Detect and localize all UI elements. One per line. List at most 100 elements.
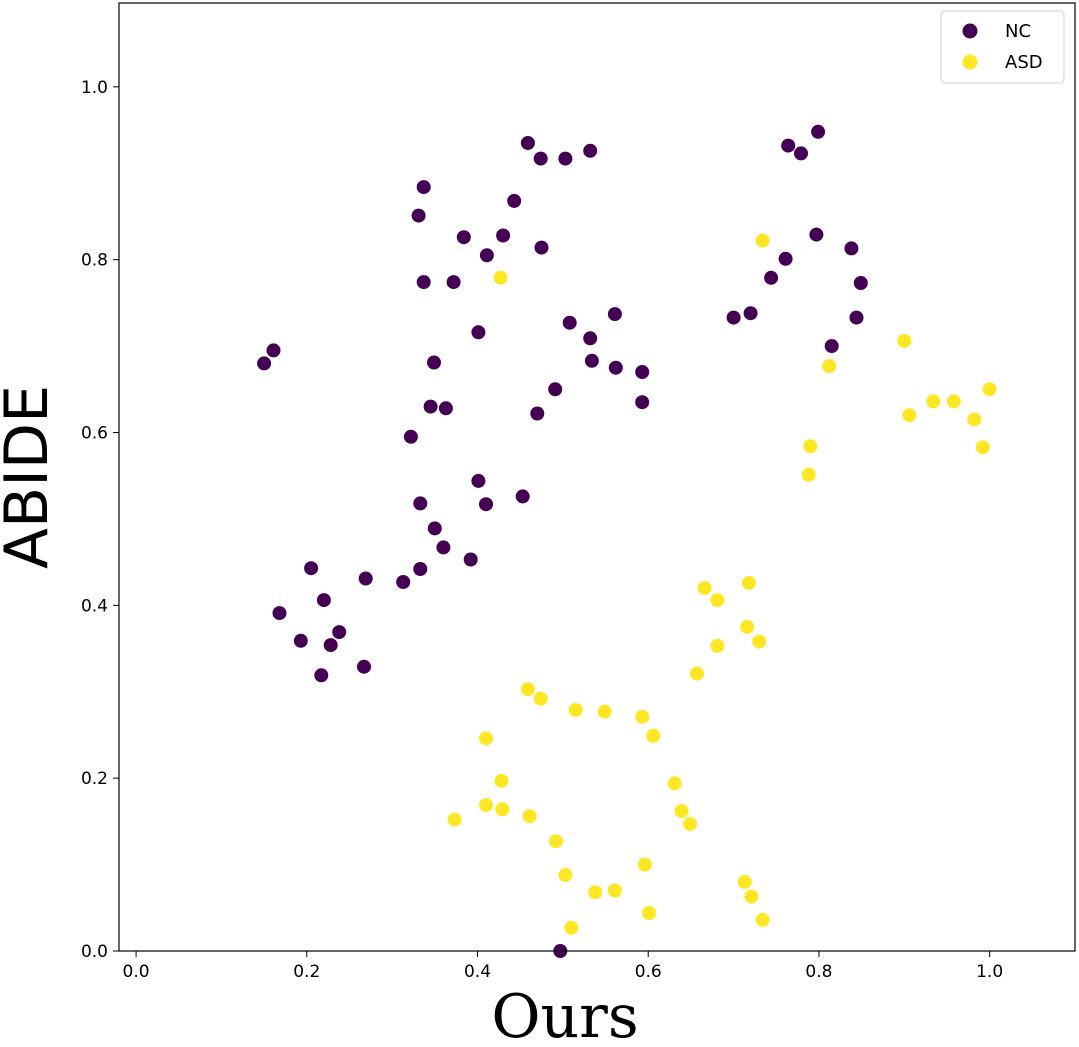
asd-point: [568, 702, 583, 717]
legend: NC ASD: [940, 10, 1065, 84]
x-tick-label: 0.2: [293, 962, 320, 982]
asd-point: [549, 834, 563, 849]
asd-point: [946, 394, 961, 409]
asd-point: [479, 798, 493, 812]
asd-point: [697, 581, 712, 595]
x-tick-label: 0.8: [805, 962, 832, 982]
nc-point: [635, 365, 650, 379]
asd-point: [646, 728, 661, 743]
nc-point: [844, 241, 859, 256]
y-tick-label: 0.6: [81, 423, 108, 443]
nc-point: [781, 138, 796, 153]
asd-point: [520, 682, 535, 697]
nc-point: [471, 473, 486, 488]
x-tick-label: 0.4: [464, 962, 491, 982]
asd-point: [975, 440, 990, 455]
y-tick-label: 1.0: [81, 78, 108, 98]
x-axis: 0.0 0.2 0.4 0.6 0.8 1.0: [123, 951, 1003, 982]
legend-marker-nc: [962, 23, 978, 39]
asd-point: [744, 889, 759, 904]
nc-point: [479, 497, 493, 512]
nc-point: [533, 151, 548, 166]
nc-point: [471, 325, 486, 340]
nc-point: [583, 143, 598, 158]
nc-point: [853, 276, 868, 290]
asd-point: [674, 804, 689, 818]
nc-point: [304, 561, 319, 576]
asd-point: [588, 885, 603, 900]
asd-point: [479, 731, 493, 746]
nc-point: [436, 540, 451, 555]
asd-point: [564, 920, 579, 935]
nc-point: [427, 521, 442, 536]
asd-point: [822, 359, 837, 373]
asd-point: [495, 802, 510, 817]
asd-point: [683, 817, 697, 831]
legend-box: [940, 10, 1065, 84]
asd-point: [982, 382, 997, 397]
y-tick-label: 0.2: [81, 769, 108, 789]
nc-point: [413, 496, 428, 511]
legend-marker-asd: [962, 54, 978, 70]
y-tick-label: 0.8: [81, 251, 108, 271]
nc-point: [416, 275, 431, 290]
asd-point: [642, 906, 657, 920]
nc-point: [413, 562, 428, 576]
asd-point: [737, 874, 752, 889]
points-layer: [257, 124, 997, 958]
nc-point: [446, 275, 461, 290]
nc-point: [743, 306, 758, 321]
nc-point: [849, 310, 864, 325]
y-tick-label: 0.0: [81, 942, 108, 962]
nc-point: [824, 339, 839, 354]
nc-point: [316, 593, 331, 608]
x-tick-label: 0.0: [123, 962, 150, 982]
nc-point: [357, 659, 371, 674]
asd-point: [902, 408, 917, 423]
nc-point: [778, 251, 793, 266]
asd-point: [635, 709, 650, 724]
nc-point: [416, 180, 431, 195]
nc-point: [438, 401, 453, 416]
y-axis-label: ABIDE: [0, 385, 62, 569]
nc-point: [396, 575, 411, 589]
x-tick-label: 0.6: [635, 962, 662, 982]
nc-point: [257, 356, 272, 371]
nc-point: [794, 146, 808, 161]
plot-frame: [118, 2, 1076, 952]
nc-point: [607, 307, 622, 322]
nc-point: [293, 633, 308, 648]
nc-point: [323, 638, 338, 653]
asd-point: [533, 691, 548, 706]
asd-point: [803, 439, 818, 454]
nc-point: [809, 227, 824, 242]
nc-point: [635, 395, 650, 410]
nc-point: [403, 429, 418, 444]
nc-point: [534, 240, 549, 255]
series-asd: [447, 233, 997, 935]
nc-point: [548, 382, 563, 397]
nc-point: [411, 208, 426, 223]
nc-point: [427, 355, 441, 370]
series-nc: [257, 124, 868, 958]
legend-label-nc: NC: [1005, 21, 1031, 42]
nc-point: [562, 315, 577, 330]
asd-point: [801, 467, 816, 482]
asd-point: [710, 593, 725, 608]
nc-point: [266, 343, 281, 358]
asd-point: [667, 776, 682, 791]
asd-point: [926, 394, 941, 409]
asd-point: [558, 868, 573, 882]
asd-point: [755, 912, 770, 927]
nc-point: [463, 552, 478, 567]
nc-point: [479, 248, 494, 263]
nc-point: [314, 668, 329, 683]
legend-label-asd: ASD: [1005, 52, 1043, 73]
asd-point: [522, 809, 537, 824]
nc-point: [496, 228, 511, 243]
asd-point: [752, 634, 767, 649]
nc-point: [583, 331, 598, 346]
nc-point: [764, 270, 779, 285]
asd-point: [637, 857, 652, 872]
asd-point: [897, 333, 912, 348]
